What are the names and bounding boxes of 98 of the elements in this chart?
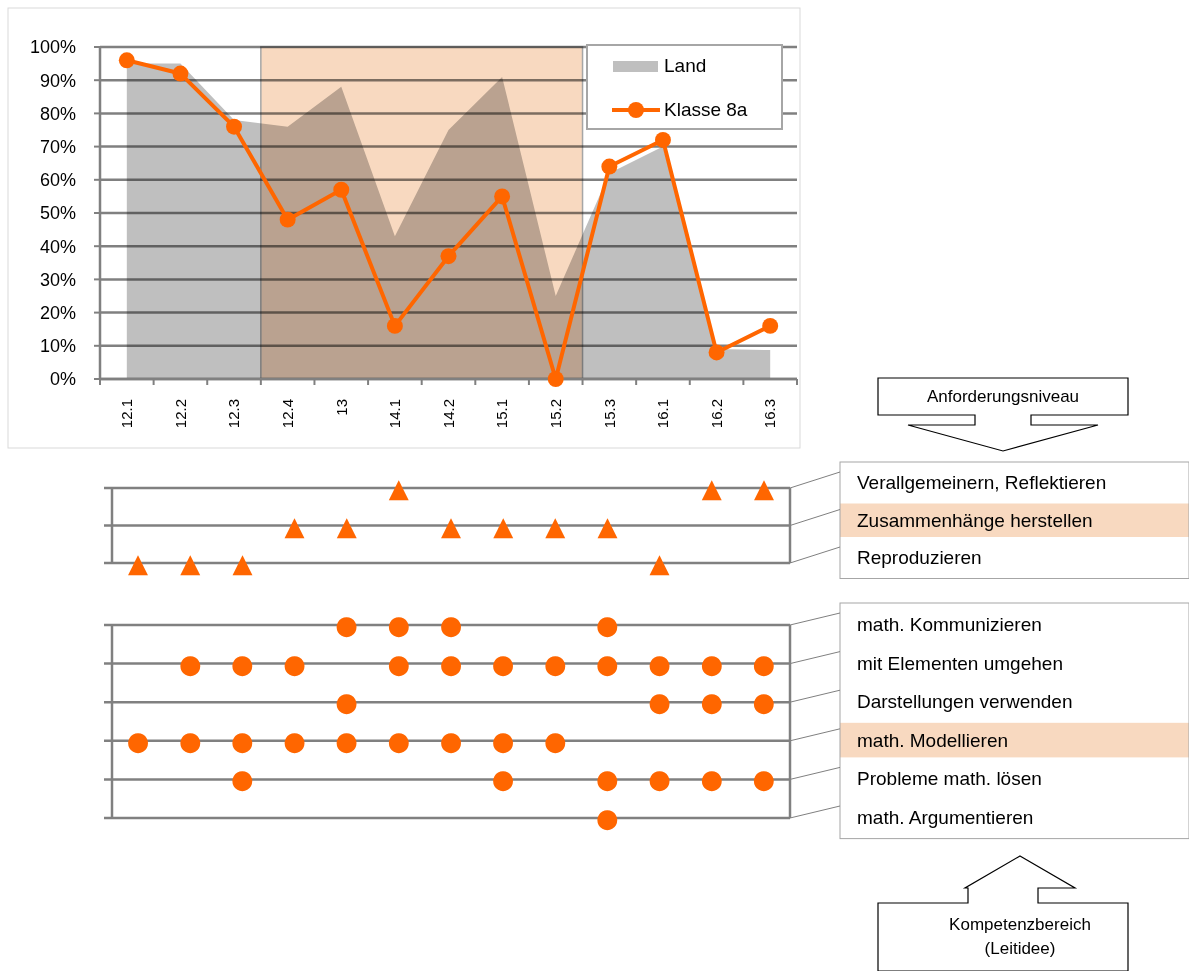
- text: ●: [596, 764, 619, 795]
- text: ▲: [649, 548, 670, 578]
- text: ●: [231, 764, 254, 795]
- x-tick-label: 16.3: [761, 399, 779, 429]
- text: ▲: [128, 548, 149, 578]
- legend-label: Land: [664, 55, 707, 76]
- x-tick-label: 12.3: [225, 399, 243, 429]
- y-tick-label: Darstellungen verwenden: [857, 691, 1073, 713]
- x-tick-label: 14.1: [386, 399, 404, 429]
- point: [654, 132, 671, 148]
- y-tick-label: Probleme math. lösen: [857, 768, 1042, 790]
- point: [172, 65, 189, 82]
- text: ●: [335, 725, 359, 756]
- text: ●: [752, 648, 776, 679]
- text: Kompetenzbereich (Leitidee): [949, 915, 1091, 958]
- y-tick-label: 100%: [29, 37, 76, 58]
- y-tick-label: Verallgemeinern, Reflektieren: [857, 472, 1107, 494]
- x-tick-label: 15.1: [493, 399, 511, 429]
- text: ●: [700, 648, 724, 679]
- y-tick-label: 20%: [39, 302, 76, 323]
- y-tick-label: 0%: [49, 369, 76, 390]
- point: [494, 188, 511, 205]
- point: [601, 158, 618, 175]
- y-tick-label: 70%: [39, 136, 76, 157]
- y-tick-label: 30%: [39, 269, 76, 290]
- text: ●: [700, 687, 724, 718]
- y-tick-label: math. Modellieren: [857, 729, 1009, 751]
- text: ▲: [336, 510, 357, 541]
- text: ●: [648, 648, 671, 679]
- text: ●: [335, 687, 359, 718]
- point: [118, 52, 135, 69]
- x-tick-label: 15.3: [600, 399, 618, 429]
- text: ●: [648, 687, 671, 718]
- text: ●: [491, 764, 515, 795]
- text: ▲: [232, 548, 253, 578]
- text: ▲: [753, 473, 774, 503]
- x-tick-label: 13: [332, 399, 350, 416]
- point: [386, 317, 403, 334]
- text: ●: [126, 725, 150, 756]
- text: ●: [543, 648, 567, 679]
- y-tick-label: mit Elementen umgehen: [857, 652, 1063, 674]
- x-tick-label: 16.1: [654, 399, 672, 429]
- text: Anforderungsniveau: [926, 387, 1080, 406]
- text: ▲: [545, 510, 566, 541]
- point: [547, 371, 564, 387]
- text: ●: [231, 725, 254, 756]
- point: [226, 118, 243, 135]
- text: ▲: [180, 548, 201, 578]
- point: [440, 248, 457, 265]
- y-tick-label: 80%: [39, 103, 76, 124]
- text: ●: [596, 610, 619, 640]
- y-tick-label: 90%: [39, 70, 76, 91]
- text: ●: [491, 725, 515, 756]
- text: ●: [387, 725, 411, 756]
- y-tick-label: 60%: [39, 170, 76, 191]
- text: ●: [596, 648, 619, 679]
- x-tick-label: 16.2: [707, 399, 725, 429]
- point: [762, 317, 779, 334]
- x-tick-label: 12.4: [278, 399, 296, 429]
- text: ●: [648, 764, 671, 795]
- text: ●: [543, 725, 567, 756]
- y-tick-label: Reproduzieren: [857, 547, 982, 569]
- y-tick-label: 10%: [39, 336, 76, 357]
- text: ●: [387, 610, 411, 640]
- text: ▲: [597, 510, 618, 541]
- text: ▲: [441, 510, 461, 541]
- x-tick-label: 12.2: [171, 399, 189, 429]
- legend-label: Klasse 8a: [664, 99, 748, 120]
- text: ●: [231, 648, 254, 679]
- x-tick-label: 15.2: [546, 399, 564, 429]
- point: [333, 181, 350, 198]
- text: ▲: [701, 473, 722, 503]
- text: ●: [178, 725, 202, 756]
- text: ●: [700, 764, 724, 795]
- text: ●: [752, 764, 776, 795]
- text: ●: [439, 725, 463, 756]
- text: ●: [387, 648, 411, 679]
- point: [279, 211, 296, 228]
- y-tick-label: Zusammenhänge herstellen: [857, 509, 1093, 531]
- text: ●: [491, 648, 515, 679]
- x-tick-label: 12.1: [118, 399, 136, 429]
- text: ●: [335, 610, 359, 640]
- text: ●: [439, 648, 463, 679]
- point: [708, 344, 725, 361]
- text: ●: [752, 687, 776, 718]
- text: ●: [596, 803, 619, 833]
- text: ▲: [493, 510, 514, 541]
- text: ●: [178, 648, 202, 679]
- text: ●: [439, 610, 463, 640]
- text: ●: [283, 725, 306, 756]
- y-tick-label: 40%: [39, 236, 76, 257]
- text: ▲: [388, 473, 409, 503]
- x-tick-label: 14.2: [439, 399, 457, 429]
- y-tick-label: 50%: [39, 203, 76, 224]
- y-tick-label: math. Kommunizieren: [857, 613, 1042, 635]
- y-tick-label: math. Argumentieren: [857, 806, 1034, 828]
- text: ●: [283, 648, 306, 679]
- text: ▲: [284, 510, 305, 541]
